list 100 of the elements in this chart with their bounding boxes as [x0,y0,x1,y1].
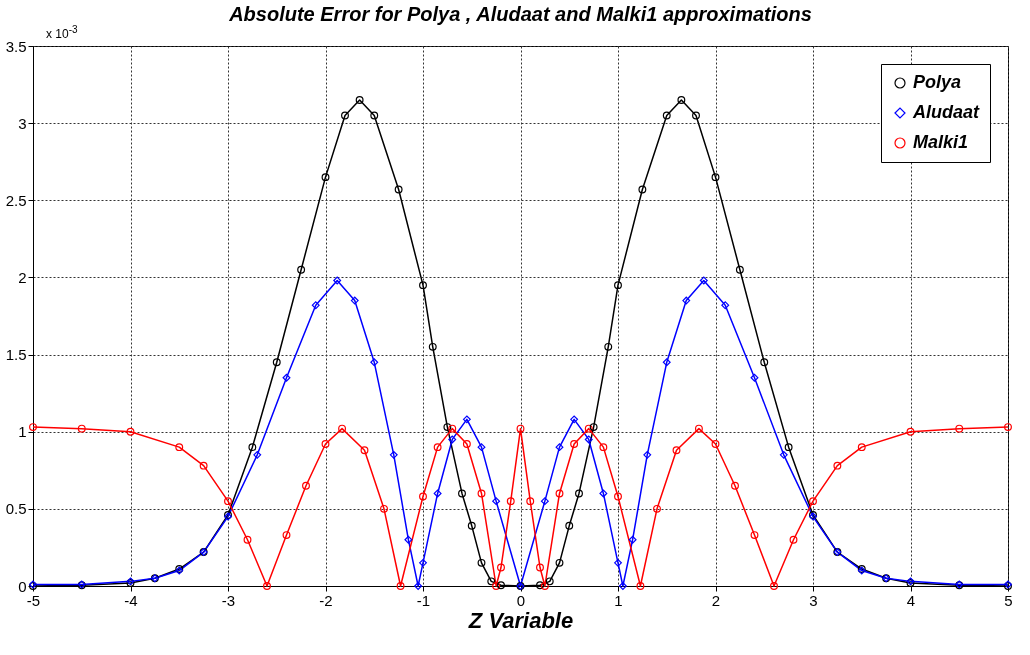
point [809,497,817,506]
x-tick-label: -1 [416,591,431,609]
point [282,373,291,382]
point [443,423,452,432]
point [672,446,681,455]
point [497,563,505,572]
point [355,96,364,104]
point [282,531,291,540]
point [628,535,637,544]
point [175,443,184,452]
point [599,489,608,498]
point [380,504,388,513]
y-tick-label: 3 [18,114,27,132]
point [614,558,622,567]
point [750,373,759,382]
point [404,535,413,544]
point [618,582,627,590]
point [770,582,778,590]
x-tick-label: -3 [221,591,236,609]
point [540,582,549,590]
point [477,558,486,567]
point [540,497,549,506]
point [575,489,583,498]
point [448,424,457,433]
x-tick-label: 4 [906,591,916,609]
point [497,581,505,590]
point [506,497,515,506]
point [789,535,798,544]
point [536,563,544,572]
point [555,489,564,498]
point [721,301,730,310]
point [477,443,486,452]
x-tick-label: 2 [711,591,721,609]
point [333,276,342,285]
x-tick-label: 5 [1004,591,1013,609]
point [311,301,320,310]
legend-label: Aludaat [912,102,981,122]
x-tick-label: -2 [319,591,333,609]
point [584,424,593,433]
point [462,440,471,448]
point [77,424,86,433]
x-tick-label: 1 [614,591,623,609]
point [604,342,613,351]
point [516,424,525,433]
point [750,531,759,540]
point [433,489,442,498]
point [243,535,252,544]
point [297,265,306,274]
point [555,443,564,452]
point [29,423,37,432]
point [487,577,496,586]
point [428,342,437,351]
point [224,497,232,506]
point [433,443,442,452]
point [492,497,501,506]
point [389,450,398,459]
point [253,450,262,459]
point [760,358,769,367]
point [614,492,622,501]
point [302,481,310,490]
chart-title: Absolute Error for Polya , Aludaat and Malki1 approximations [228,3,812,25]
point [1004,423,1012,432]
point [779,450,788,459]
point [555,558,564,567]
y-tick-label: 2 [18,268,27,286]
point [396,582,405,590]
point [248,443,257,452]
point [731,481,739,490]
point [545,577,554,586]
y-tick-label: 3.5 [5,37,27,55]
point [350,296,359,305]
point [526,497,535,506]
point [570,415,579,424]
point [857,443,866,452]
x-tick-label: -4 [124,591,138,609]
point [653,504,661,513]
point [419,492,427,501]
legend-label: Malki1 [913,132,969,152]
y-tick-label: 0.5 [5,500,27,518]
point [711,440,720,448]
point [589,423,598,432]
point [614,281,622,290]
point [341,111,349,120]
point [448,435,457,444]
point [199,461,208,470]
point [477,489,486,498]
point [692,111,700,120]
point [263,582,271,590]
point [636,582,645,590]
legend-label: Polya [913,72,962,92]
point [126,427,135,436]
point [662,358,671,367]
point [321,440,330,448]
point [272,358,281,367]
point [638,185,647,194]
point [370,111,379,120]
x-tick-label: 3 [809,591,818,609]
point [833,461,842,470]
point [462,415,471,424]
point [599,443,608,452]
